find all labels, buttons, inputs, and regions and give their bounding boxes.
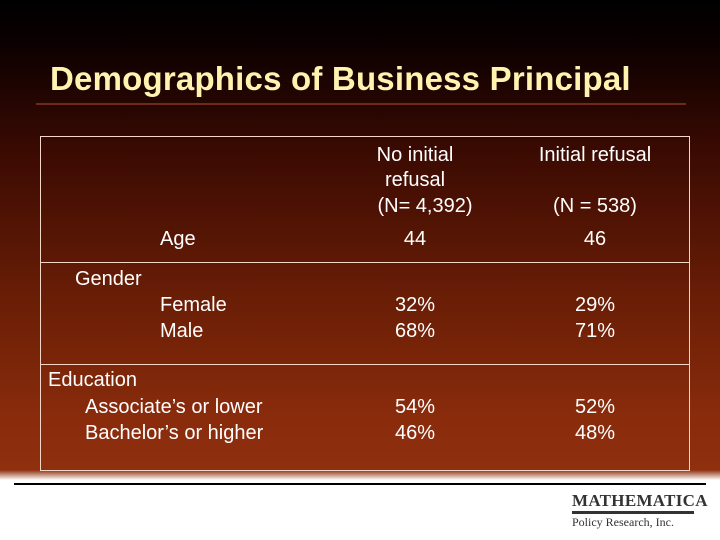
header-no-refusal-line2: refusal — [384, 169, 446, 191]
table-border-bottom — [40, 470, 690, 471]
table-border-top — [40, 136, 690, 137]
header-refusal-n: (N = 538) — [553, 195, 637, 217]
logo-bar — [572, 511, 694, 514]
row-label-bachelors: Bachelor’s or higher — [85, 422, 264, 444]
row-label-education: Education — [48, 369, 137, 391]
title-underline — [36, 103, 686, 105]
header-no-refusal-line1: No initial — [376, 144, 454, 166]
table-border-left — [40, 136, 41, 471]
demographics-table: No initial refusal (N= 4,392) Initial re… — [40, 136, 690, 471]
row-label-age: Age — [160, 228, 196, 250]
female-refusal-value: 29% — [574, 294, 616, 316]
age-refusal-value: 46 — [583, 228, 607, 250]
male-no-refusal-value: 68% — [394, 320, 436, 342]
male-refusal-value: 71% — [574, 320, 616, 342]
associates-refusal-value: 52% — [574, 396, 616, 418]
female-no-refusal-value: 32% — [394, 294, 436, 316]
row-label-associates: Associate’s or lower — [85, 396, 263, 418]
row-label-male: Male — [160, 320, 204, 342]
row-divider-age — [40, 262, 690, 263]
slide-title: Demographics of Business Principal — [50, 60, 631, 97]
table-border-right — [689, 136, 690, 471]
header-refusal-title: Initial refusal — [538, 144, 652, 166]
mathematica-logo: MATHEMATICA Policy Research, Inc. — [572, 491, 708, 532]
age-no-refusal-value: 44 — [403, 228, 427, 250]
row-label-female: Female — [160, 294, 227, 316]
row-label-gender: Gender — [75, 268, 142, 290]
bachelors-refusal-value: 48% — [574, 422, 616, 444]
row-divider-gender — [40, 364, 690, 365]
footer-rule — [14, 483, 706, 485]
bachelors-no-refusal-value: 46% — [394, 422, 436, 444]
associates-no-refusal-value: 54% — [394, 396, 436, 418]
logo-wordmark: MATHEMATICA — [572, 491, 708, 510]
header-no-refusal-n: (N= 4,392) — [377, 195, 473, 217]
logo-tagline: Policy Research, Inc. — [572, 515, 674, 529]
